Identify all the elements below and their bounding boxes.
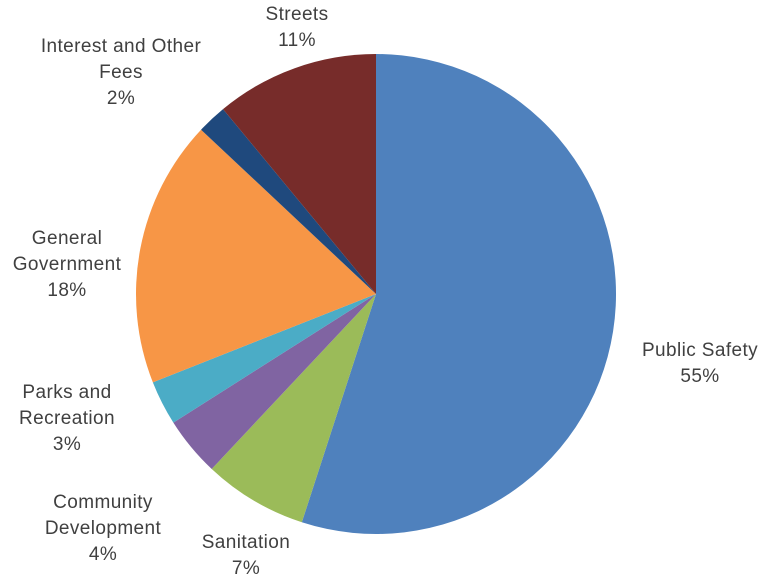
pie-slice-sanitation — [211, 294, 376, 523]
slice-name-label: Community — [53, 492, 153, 513]
pie-slice-general-government — [135, 129, 376, 383]
slice-value-label: 2% — [107, 88, 135, 109]
slice-label-public-safety: Public Safety 55% — [642, 340, 758, 387]
pie-slice-interest-and-other-fees — [201, 109, 376, 294]
slice-value-label: 11% — [278, 30, 316, 51]
slice-name-label: Streets — [266, 4, 329, 25]
slice-name-label: General — [32, 228, 102, 249]
pie-slice-community-development — [173, 294, 376, 469]
slice-value-label: 55% — [680, 366, 719, 387]
slice-name-label: Interest and Other — [41, 36, 202, 57]
slice-label-interest-and-other-fees: Interest and Other Fees 2% — [41, 36, 202, 109]
pie-slice-public-safety — [301, 54, 617, 534]
pie-slice-streets — [223, 54, 376, 294]
slice-label-sanitation: Sanitation 7% — [202, 532, 291, 579]
pie-slices — [135, 54, 617, 534]
slice-label-streets: Streets 11% — [266, 4, 329, 51]
slice-name-label: Fees — [99, 62, 143, 83]
slice-name-label: Development — [45, 518, 162, 539]
slice-label-parks-and-recreation: Parks and Recreation 3% — [19, 382, 115, 455]
slice-label-general-government: General Government 18% — [13, 228, 122, 301]
slice-name-label: Parks and — [22, 382, 111, 403]
slice-value-label: 3% — [53, 434, 81, 455]
slice-name-label: Public Safety — [642, 340, 758, 361]
slice-name-label: Government — [13, 254, 122, 275]
pie-slice-parks-and-recreation — [152, 294, 376, 423]
slice-label-community-development: Community Development 4% — [45, 492, 162, 565]
slice-value-label: 7% — [232, 558, 260, 579]
pie-labels: Public Safety 55% Sanitation 7% Community Dev… — [13, 4, 758, 579]
slice-name-label: Sanitation — [202, 532, 291, 553]
slice-value-label: 4% — [89, 544, 117, 565]
slice-name-label: Recreation — [19, 408, 115, 429]
slice-value-label: 18% — [47, 280, 86, 301]
